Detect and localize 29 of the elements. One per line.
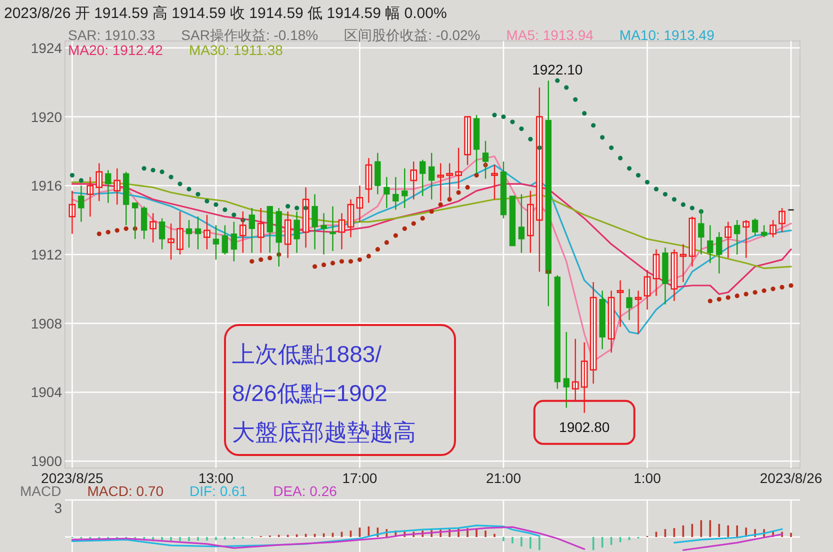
text: MA5: 1913.94	[506, 27, 594, 43]
y-tick-label: 1924	[30, 40, 62, 56]
x-tick-label: 17:00	[342, 470, 378, 486]
y-tick-label: 1904	[30, 384, 62, 400]
x-tick-label: 13:00	[198, 470, 234, 486]
x-tick-label: 2023/8/25	[41, 470, 104, 486]
x-tick-label: 21:00	[486, 470, 522, 486]
text: MA20: 1912.42	[68, 42, 164, 58]
chart-title: 2023/8/26 开 1914.59 高 1914.59 收 1914.59 低 1914.59 幅 0.00%	[4, 5, 447, 22]
y-tick-label: 1920	[30, 108, 62, 125]
annotation: SAR: 1910.33	[68, 27, 156, 43]
text: DEA: 0.26	[273, 483, 338, 499]
text: MA10: 1913.49	[619, 27, 715, 43]
x-tick-label: 2023/8/26	[760, 470, 822, 486]
text: DIF: 0.61	[189, 483, 248, 499]
y-tick-label: 1912	[30, 246, 62, 262]
annotation: 上次低點1883/ 8/26低點=1902 大盤底部越墊越高	[232, 341, 416, 445]
text: MACD: 0.70	[87, 483, 164, 499]
y-tick-label: 1908	[30, 315, 62, 332]
annotation: SAR操作收益: -0.18%	[181, 27, 318, 43]
text: MA30: 1911.38	[188, 42, 284, 58]
text: MACD	[20, 483, 62, 499]
y-tick-label: 1916	[30, 178, 62, 194]
annotation: 1922.10	[532, 62, 583, 78]
annotation: 区间股价收益: -0.02%	[344, 27, 480, 43]
x-tick-label: 1:00	[634, 470, 662, 486]
y-tick-label: 1900	[30, 453, 62, 470]
text: 3	[54, 500, 62, 516]
annotation: 1902.80	[559, 418, 610, 435]
